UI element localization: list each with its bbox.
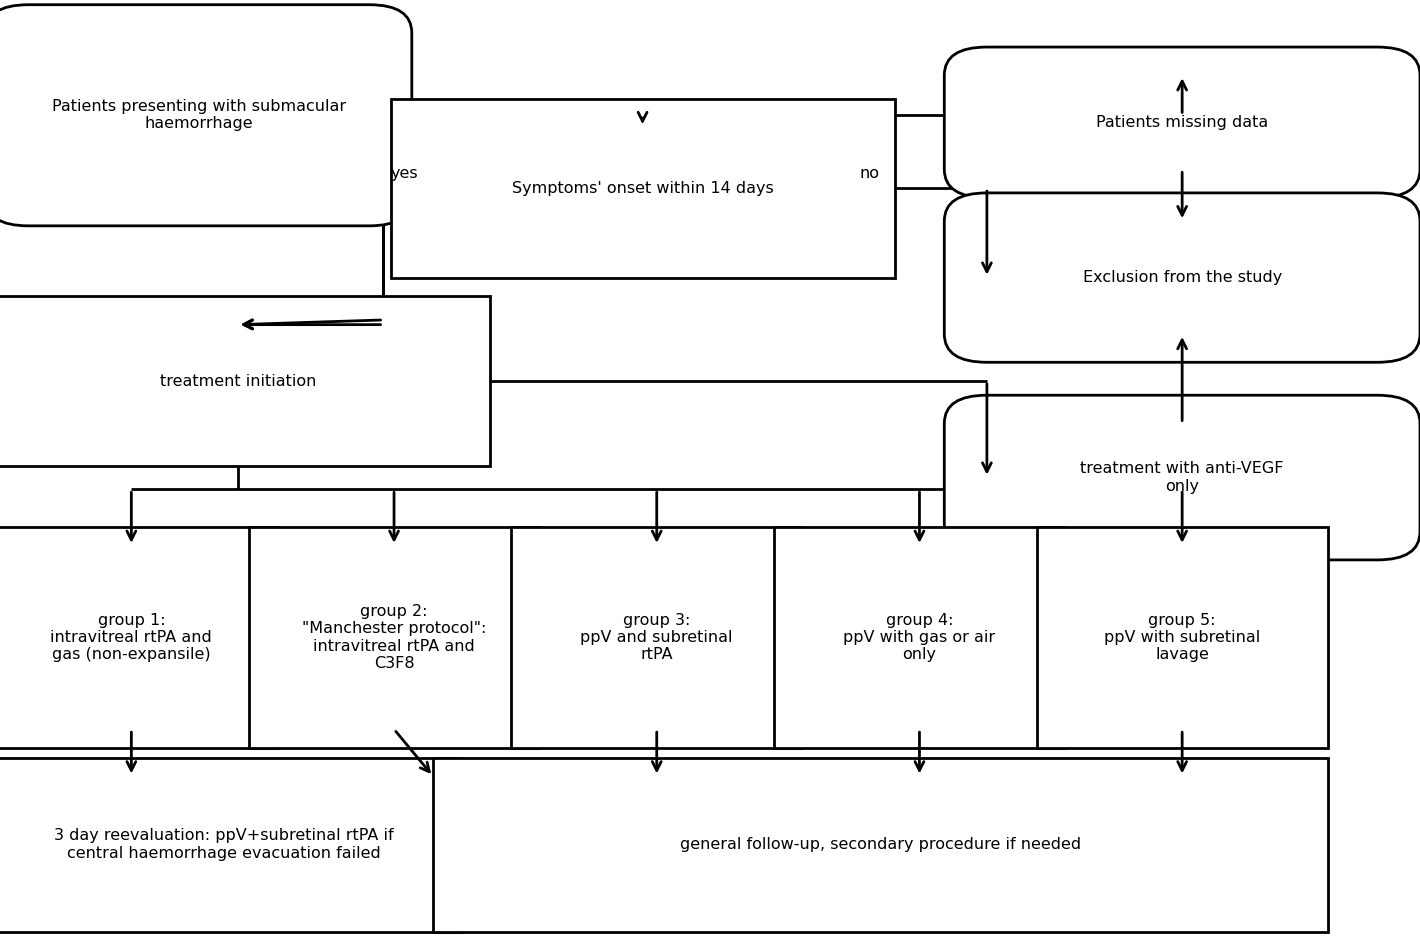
- Text: group 5:
ppV with subretinal
lavage: group 5: ppV with subretinal lavage: [1103, 613, 1261, 662]
- Text: Patients missing data: Patients missing data: [1096, 115, 1268, 130]
- Text: group 1:
intravitreal rtPA and
gas (non-expansile): group 1: intravitreal rtPA and gas (non-…: [51, 613, 212, 662]
- Text: group 4:
ppV with gas or air
only: group 4: ppV with gas or air only: [843, 613, 995, 662]
- FancyBboxPatch shape: [944, 193, 1420, 362]
- Text: group 3:
ppV and subretinal
rtPA: group 3: ppV and subretinal rtPA: [581, 613, 733, 662]
- Text: Symptoms' onset within 14 days: Symptoms' onset within 14 days: [511, 181, 774, 196]
- Text: no: no: [859, 166, 879, 181]
- FancyBboxPatch shape: [433, 758, 1328, 932]
- Text: Patients presenting with submacular
haemorrhage: Patients presenting with submacular haem…: [51, 99, 346, 132]
- FancyBboxPatch shape: [391, 99, 895, 278]
- Text: Exclusion from the study: Exclusion from the study: [1082, 270, 1282, 285]
- FancyBboxPatch shape: [944, 395, 1420, 560]
- FancyBboxPatch shape: [0, 527, 277, 748]
- FancyBboxPatch shape: [944, 47, 1420, 198]
- FancyBboxPatch shape: [0, 5, 412, 226]
- FancyBboxPatch shape: [511, 527, 802, 748]
- Text: general follow-up, secondary procedure if needed: general follow-up, secondary procedure i…: [680, 837, 1081, 852]
- Text: treatment initiation: treatment initiation: [159, 374, 317, 389]
- Text: group 2:
"Manchester protocol":
intravitreal rtPA and
C3F8: group 2: "Manchester protocol": intravit…: [302, 604, 486, 671]
- FancyBboxPatch shape: [0, 296, 490, 466]
- Text: treatment with anti-VEGF
only: treatment with anti-VEGF only: [1081, 461, 1284, 494]
- Text: yes: yes: [391, 166, 417, 181]
- FancyBboxPatch shape: [0, 758, 462, 932]
- FancyBboxPatch shape: [774, 527, 1065, 748]
- FancyBboxPatch shape: [248, 527, 540, 748]
- FancyBboxPatch shape: [1037, 527, 1328, 748]
- Text: 3 day reevaluation: ppV+subretinal rtPA if
central haemorrhage evacuation failed: 3 day reevaluation: ppV+subretinal rtPA …: [54, 828, 393, 861]
